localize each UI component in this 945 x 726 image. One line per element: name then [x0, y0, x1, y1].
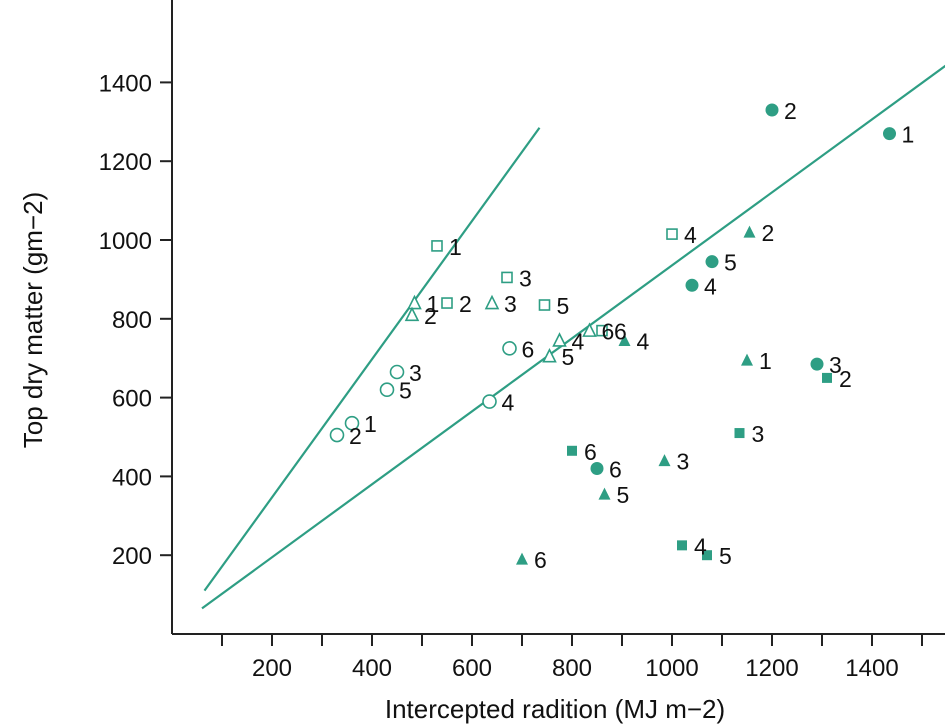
data-point-open-triangle — [552, 332, 567, 347]
x-tick-label: 800 — [552, 655, 592, 682]
point-label: 6 — [602, 319, 615, 345]
data-point-open-circle — [502, 341, 517, 356]
point-label: 6 — [534, 547, 547, 573]
point-label: 3 — [829, 352, 842, 378]
point-label: 1 — [902, 122, 915, 148]
data-point-open-circle — [329, 427, 345, 443]
point-label: 5 — [399, 378, 412, 404]
data-point-filled-triangle — [743, 225, 756, 238]
point-label: 1 — [427, 291, 440, 317]
point-label: 3 — [409, 360, 422, 386]
y-tick-label: 1400 — [99, 70, 152, 97]
point-label: 4 — [572, 328, 585, 354]
data-point-filled-circle — [810, 357, 824, 371]
point-label: 2 — [839, 366, 852, 392]
point-label: 1 — [449, 234, 462, 260]
data-point-filled-square — [822, 372, 832, 383]
point-labels: 123456123456123456123456123456123456 — [349, 98, 915, 573]
data-point-open-circle — [344, 415, 360, 431]
data-point-open-triangle — [484, 294, 500, 310]
point-label: 4 — [502, 390, 515, 416]
y-tick-label: 1200 — [99, 149, 152, 176]
data-point-open-circle — [389, 364, 405, 380]
data-point-filled-square — [734, 428, 745, 439]
point-label: 2 — [784, 98, 797, 124]
point-label: 5 — [617, 482, 630, 508]
data-points — [329, 103, 896, 565]
x-tick-label: 600 — [452, 655, 492, 682]
data-point-filled-triangle — [516, 552, 528, 565]
data-point-open-square — [538, 299, 551, 311]
data-point-open-circle — [482, 394, 497, 409]
point-label: 1 — [759, 348, 772, 374]
point-label: 6 — [609, 457, 622, 483]
x-ticks: 200 400 600 800 1000 1200 1400 — [221, 634, 923, 682]
y-tick-label: 400 — [112, 464, 152, 491]
data-point-filled-triangle — [618, 333, 631, 346]
x-tick-label: 1200 — [745, 655, 798, 682]
point-label: 3 — [504, 291, 517, 317]
point-label: 4 — [637, 328, 650, 354]
point-label: 2 — [424, 303, 437, 329]
regression-line — [201, 64, 945, 610]
data-point-filled-circle — [765, 103, 779, 117]
point-label: 6 — [522, 336, 535, 362]
data-point-open-triangle — [407, 294, 422, 310]
point-label: 6 — [584, 439, 597, 465]
data-point-filled-triangle — [598, 487, 611, 500]
x-tick-label: 400 — [352, 655, 392, 682]
data-point-filled-square — [567, 445, 577, 456]
point-label: 4 — [684, 222, 697, 248]
x-tick-label: 200 — [252, 655, 292, 682]
point-label: 4 — [694, 533, 707, 559]
point-label: 2 — [762, 220, 775, 246]
data-point-filled-circle — [705, 255, 719, 269]
y-tick-label: 600 — [112, 386, 152, 413]
x-axis-title: Intercepted radition (MJ m−2) — [385, 694, 725, 724]
point-label: 3 — [752, 421, 765, 447]
point-label: 2 — [349, 423, 362, 449]
data-point-open-square — [596, 324, 608, 337]
x-tick-label: 1000 — [645, 655, 698, 682]
data-point-filled-circle — [685, 278, 699, 292]
data-point-open-circle — [379, 382, 395, 398]
point-label: 5 — [562, 344, 575, 370]
data-point-open-square — [501, 271, 513, 284]
point-label: 6 — [614, 319, 627, 345]
point-label: 5 — [719, 543, 732, 569]
point-label: 5 — [724, 250, 737, 276]
point-label: 2 — [459, 291, 472, 317]
point-label: 4 — [704, 273, 717, 299]
data-point-filled-circle — [883, 127, 896, 141]
point-label: 3 — [519, 265, 532, 291]
data-point-open-triangle — [404, 306, 420, 322]
axes — [171, 0, 945, 635]
y-axis-title: Top dry matter (gm−2) — [18, 192, 48, 448]
y-tick-label: 200 — [112, 543, 152, 570]
data-point-filled-triangle — [658, 454, 671, 467]
x-tick-label: 1400 — [845, 655, 898, 682]
data-point-open-square — [666, 228, 678, 240]
y-ticks: 200 400 600 800 1000 1200 1400 — [99, 70, 172, 570]
data-point-open-square — [441, 297, 453, 309]
data-point-filled-triangle — [741, 353, 753, 366]
y-tick-label: 800 — [112, 307, 152, 334]
regression-line — [203, 127, 541, 592]
data-point-filled-circle — [590, 462, 604, 476]
point-label: 1 — [364, 411, 377, 437]
data-point-filled-square — [702, 550, 712, 561]
fit-lines — [201, 64, 945, 610]
data-point-open-triangle — [582, 322, 597, 337]
point-label: 5 — [557, 293, 570, 319]
point-label: 3 — [677, 449, 690, 475]
y-tick-label: 1000 — [99, 228, 152, 255]
data-point-open-triangle — [542, 347, 557, 363]
data-point-open-square — [431, 240, 443, 252]
data-point-filled-square — [677, 540, 687, 551]
